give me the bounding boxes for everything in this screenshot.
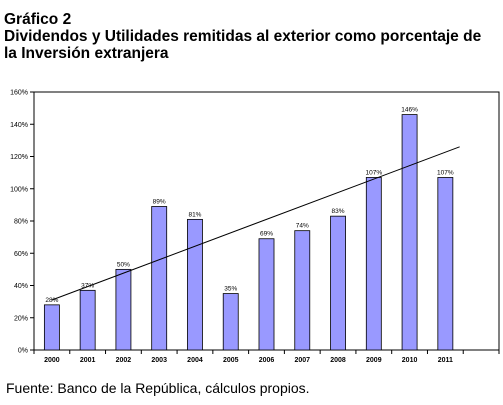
source-note: Fuente: Banco de la República, cálculos …	[6, 380, 310, 396]
figure-label: Gráfico 2	[4, 11, 72, 28]
data-label: 69%	[260, 231, 273, 238]
figure-title-line-1: Dividendos y Utilidades remitidas al ext…	[4, 28, 482, 45]
bar	[187, 218, 203, 351]
bar	[294, 230, 311, 351]
data-label: 89%	[153, 198, 166, 205]
x-tick-label: 2010	[402, 357, 418, 364]
x-tick-label: 2009	[366, 357, 382, 364]
y-tick-label: 100%	[10, 186, 28, 193]
data-label: 146%	[401, 107, 418, 114]
bar	[43, 304, 60, 351]
x-tick-label: 2006	[259, 357, 275, 364]
x-tick-label: 2005	[223, 357, 239, 364]
x-tick-label: 2004	[187, 357, 203, 364]
data-label: 74%	[296, 223, 309, 230]
y-tick-label: 40%	[14, 283, 28, 290]
x-tick-label: 2000	[44, 357, 60, 364]
figure-title-line-2: la Inversión extranjera	[4, 45, 169, 62]
data-label: 81%	[188, 211, 201, 218]
data-label: 37%	[81, 282, 94, 289]
bar	[401, 114, 418, 351]
bar	[151, 206, 168, 351]
figure-heading: Gráfico 2 Dividendos y Utilidades remiti…	[4, 11, 503, 62]
x-tick-label: 2007	[294, 357, 310, 364]
data-label: 107%	[437, 169, 454, 176]
bar	[258, 238, 275, 351]
bar	[437, 177, 454, 351]
bar	[365, 177, 382, 351]
data-label: 35%	[224, 286, 237, 293]
data-label: 107%	[365, 169, 382, 176]
y-tick-label: 0%	[18, 348, 28, 355]
x-tick-label: 2008	[330, 357, 346, 364]
y-tick-label: 140%	[10, 122, 28, 129]
y-tick-label: 160%	[10, 90, 28, 97]
y-tick-label: 120%	[10, 154, 28, 161]
y-tick-label: 60%	[14, 251, 28, 258]
data-label: 28%	[45, 297, 58, 304]
y-tick-label: 80%	[14, 219, 28, 226]
x-tick-label: 2011	[438, 357, 453, 364]
bar	[79, 289, 96, 351]
data-label: 50%	[117, 261, 130, 268]
x-tick-label: 2003	[151, 357, 167, 364]
bar	[115, 268, 132, 351]
x-tick-label: 2002	[116, 357, 132, 364]
x-tick-label: 2001	[80, 357, 96, 364]
bar	[222, 293, 239, 351]
y-tick-label: 20%	[14, 315, 28, 322]
trendline	[51, 146, 460, 301]
bar	[330, 215, 346, 351]
data-label: 83%	[332, 208, 345, 215]
